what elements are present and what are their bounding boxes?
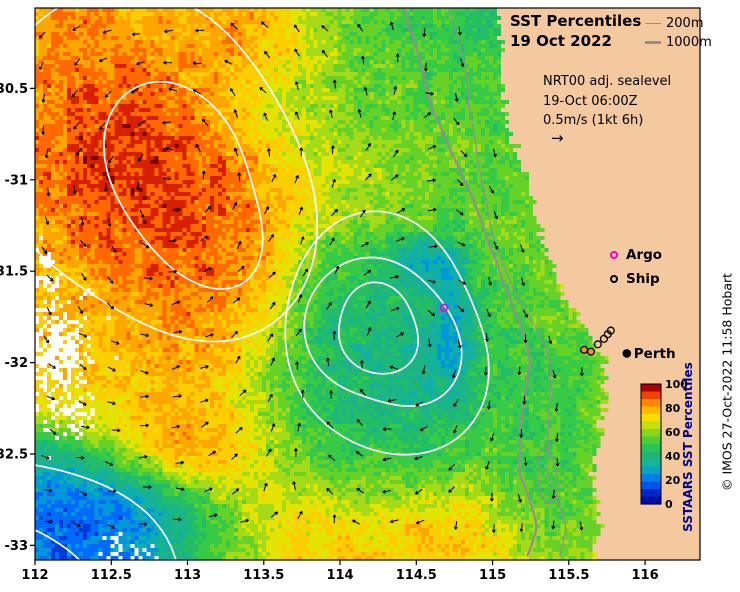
sealevel-contours <box>0 0 489 592</box>
colorbar-band <box>641 436 661 445</box>
y-tick-label: -32 <box>5 356 29 371</box>
sealevel-contour <box>103 80 264 290</box>
map-title: SST Percentiles <box>510 12 642 30</box>
ship-legend-label: Ship <box>626 271 660 287</box>
x-tick-label: 115.5 <box>548 568 589 583</box>
colorbar-tick-label: 40 <box>665 450 681 463</box>
sealevel-contour <box>35 8 318 343</box>
colorbar-band <box>641 459 661 468</box>
x-tick-label: 115 <box>479 568 506 583</box>
colorbar-band <box>641 474 661 483</box>
colorbar-band <box>641 406 661 415</box>
sealevel-contour <box>35 529 81 560</box>
colorbar-band <box>641 451 661 460</box>
observation-markers: Perth <box>439 303 676 362</box>
ship-marker-icon <box>610 275 618 283</box>
colorbar-frame <box>640 383 662 505</box>
x-tick-label: 112 <box>21 568 48 583</box>
sealevel-annotation: NRT00 adj. sealevel 19-Oct 06:00Z 0.5m/s… <box>543 72 671 146</box>
colorbar-tick-label: 100 <box>665 378 688 391</box>
x-tick-label: 114 <box>326 568 353 583</box>
colorbar-band <box>641 496 661 505</box>
annotation-line-1: NRT00 adj. sealevel <box>543 74 672 89</box>
ship-obs-marker <box>586 347 595 356</box>
map-date: 19 Oct 2022 <box>510 32 612 51</box>
sealevel-contour <box>337 281 420 375</box>
x-tick-label: 113.5 <box>243 568 284 583</box>
sealevel-contour <box>284 210 490 456</box>
colorbar-tick-label: 0 <box>665 498 673 511</box>
y-tick-label: -31 <box>5 173 29 188</box>
colorbar-band <box>641 391 661 400</box>
bathymetry-loop <box>537 446 559 504</box>
x-tick-label: 113 <box>174 568 201 583</box>
x-tick-label: 112.5 <box>91 568 132 583</box>
scale-arrow-icon: → <box>551 128 564 147</box>
bathy-200m-line-icon <box>645 22 661 25</box>
colorbar-band <box>641 421 661 430</box>
axes: 112 112.5 113 113.5 114 114.5 115 115.5 116 -30.5… <box>0 7 701 583</box>
bathymetry-contour-1000m <box>403 8 538 557</box>
observation-legend: Argo Ship <box>610 243 662 291</box>
ship-obs-marker <box>580 345 589 354</box>
colorbar-band <box>641 399 661 408</box>
y-tick-label: -32.5 <box>0 447 28 462</box>
city-label-perth: Perth <box>634 346 676 362</box>
ship-obs-marker <box>599 334 608 343</box>
colorbar-band <box>641 414 661 423</box>
bathy-1000m-line-icon <box>645 41 661 44</box>
colorbar: 100 80 60 40 20 0 <box>640 378 688 511</box>
colorbar-tick-label: 60 <box>665 426 681 439</box>
y-tick-label: -30.5 <box>0 82 28 97</box>
argo-legend-label: Argo <box>626 247 663 263</box>
colorbar-tick-label: 80 <box>665 402 681 415</box>
y-tick-label: -33 <box>5 539 29 554</box>
sealevel-contour <box>303 256 463 407</box>
colorbar-band <box>641 481 661 490</box>
colorbar-band <box>641 466 661 475</box>
bathy-1000m-label: 1000m <box>666 35 712 50</box>
current-arrow-field <box>38 21 584 533</box>
bathy-legend-row-1000m: 1000m <box>645 33 712 52</box>
colorbar-tick-label: 20 <box>665 474 681 487</box>
argo-marker-icon <box>610 251 618 259</box>
colorbar-band <box>641 489 661 498</box>
y-tick-label: -31.5 <box>0 265 28 280</box>
annotation-line-3: 0.5m/s (1kt 6h) <box>543 113 644 128</box>
bathymetry-legend: 200m 1000m <box>645 14 712 52</box>
bathy-200m-label: 200m <box>666 16 704 31</box>
ship-legend-row: Ship <box>610 267 662 291</box>
ship-obs-marker <box>606 326 615 335</box>
current-arrows <box>38 21 584 533</box>
bathy-legend-row-200m: 200m <box>645 14 712 33</box>
colorbar-title: SSTAARS SST Percentiles <box>681 362 695 532</box>
annotation-line-2: 19-Oct 06:00Z <box>543 93 638 109</box>
argo-legend-row: Argo <box>610 243 662 267</box>
bathymetry-contours <box>403 8 567 557</box>
city-dot-perth <box>622 349 632 358</box>
axis-ticks <box>30 87 646 565</box>
colorbar-band <box>641 384 661 393</box>
colorbar-band <box>641 444 661 453</box>
map-header: SST Percentiles 19 Oct 2022 <box>510 11 641 52</box>
bathymetry-contour-200m <box>447 8 567 557</box>
colorbar-band <box>641 429 661 438</box>
x-tick-label: 114.5 <box>396 568 437 583</box>
x-tick-label: 116 <box>632 568 659 583</box>
credit-text: © IMOS 27-Oct-2022 11:58 Hobart <box>719 272 735 492</box>
ship-obs-marker <box>593 340 602 349</box>
argo-float-marker <box>439 303 449 313</box>
plot-border <box>34 7 701 561</box>
